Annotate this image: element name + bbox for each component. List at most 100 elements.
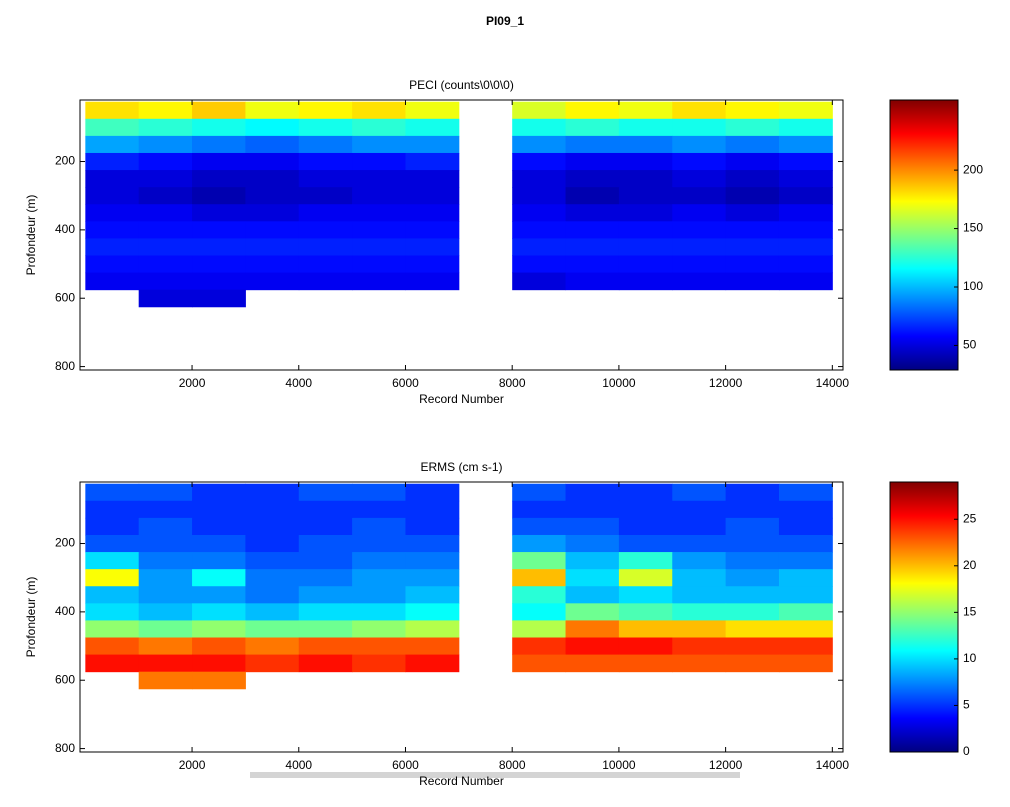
heatmap-cell [618,101,673,120]
heatmap-cell [192,620,246,639]
x-tick-label: 4000 [285,376,312,390]
heatmap-cell [778,654,833,673]
heatmap-cell [192,569,246,587]
heatmap-cell [85,654,140,673]
heatmap-cell [618,170,673,188]
heatmap-cell [245,586,300,604]
heatmap-cell [192,552,246,570]
y-tick-label: 400 [55,222,75,236]
heatmap-cell [405,552,460,570]
heatmap-cell [192,483,246,502]
heatmap-cell [405,221,460,239]
heatmap-cell [565,255,620,274]
heatmap-cell [298,272,353,291]
heatmap-cell [298,101,353,120]
y-tick-label: 600 [55,672,75,686]
heatmap-cell [85,238,140,257]
heatmap-cell [778,272,833,291]
heatmap-cell [138,255,193,274]
heatmap-cell [352,170,406,188]
heatmap-cell [672,637,727,656]
heatmap-cell [192,152,246,171]
heatmap-cell [298,221,353,239]
heatmap-cell [192,101,246,120]
heatmap [85,483,833,690]
heatmap-cell [778,483,833,502]
y-tick-label: 200 [55,536,75,550]
heatmap-cell [245,221,300,239]
heatmap-cell [85,152,140,171]
heatmap-cell [618,620,673,639]
heatmap-cell [405,586,460,604]
heatmap-cell [192,603,246,621]
heatmap-cell [405,135,460,154]
heatmap-cell [672,204,727,222]
x-tick-label: 6000 [392,376,419,390]
heatmap-cell [405,500,460,519]
heatmap-cell [138,221,193,239]
heatmap-cell [298,620,353,639]
colorbar-tick-label: 50 [963,338,977,352]
heatmap-cell [138,569,193,587]
heatmap-cell [565,101,620,120]
plot-frame [79,99,844,371]
heatmap-cell [405,204,460,222]
heatmap-cell [512,170,567,188]
heatmap-cell [352,654,406,673]
heatmap-cell [352,135,406,154]
heatmap-cell [672,221,727,239]
heatmap-cell [352,517,406,536]
heatmap-cell [672,517,727,536]
heatmap-cell [138,289,193,308]
heatmap-cell [245,603,300,621]
heatmap-cell [138,135,193,154]
heatmap-cell [298,517,353,536]
axis-title: PECI (counts\0\0\0) [409,78,514,92]
x-axis-label: Record Number [419,774,504,788]
heatmap-cell [85,620,140,639]
heatmap-cell [725,620,780,639]
heatmap-cell [725,204,780,222]
colorbar-tick-label: 0 [963,744,970,758]
heatmap-cell [565,170,620,188]
heatmap-cell [192,135,246,154]
heatmap-cell [778,187,833,205]
heatmap-cell [725,170,780,188]
heatmap-cell [138,654,193,673]
heatmap-cell [245,637,300,656]
heatmap-cell [778,204,833,222]
heatmap-cell [725,586,780,604]
heatmap-cell [672,552,727,570]
heatmap-cell [725,603,780,621]
heatmap-cell [725,255,780,274]
x-tick-label: 12000 [709,376,743,390]
heatmap-cell [512,654,567,673]
heatmap-cell [725,552,780,570]
heatmap-cell [725,517,780,536]
heatmap-cell [778,101,833,120]
heatmap-cell [352,152,406,171]
heatmap-cell [725,101,780,120]
heatmap-cell [245,534,300,553]
x-tick-label: 10000 [602,758,636,772]
heatmap-cell [298,135,353,154]
heatmap-cell [405,534,460,553]
heatmap-cell [618,152,673,171]
heatmap-cell [512,517,567,536]
heatmap-cell [405,272,460,291]
heatmap-cell [618,552,673,570]
colorbar-tick-label: 150 [963,221,983,235]
heatmap-cell [298,569,353,587]
heatmap-cell [672,272,727,291]
scrollbar [250,772,740,778]
heatmap-cell [778,534,833,553]
heatmap-cell [618,118,673,137]
heatmap-cell [512,118,567,137]
heatmap-cell [138,637,193,656]
heatmap-cell [298,483,353,502]
heatmap-cell [245,170,300,188]
heatmap-cell [405,238,460,257]
heatmap-cell [192,500,246,519]
heatmap-cell [778,569,833,587]
heatmap-cell [405,637,460,656]
